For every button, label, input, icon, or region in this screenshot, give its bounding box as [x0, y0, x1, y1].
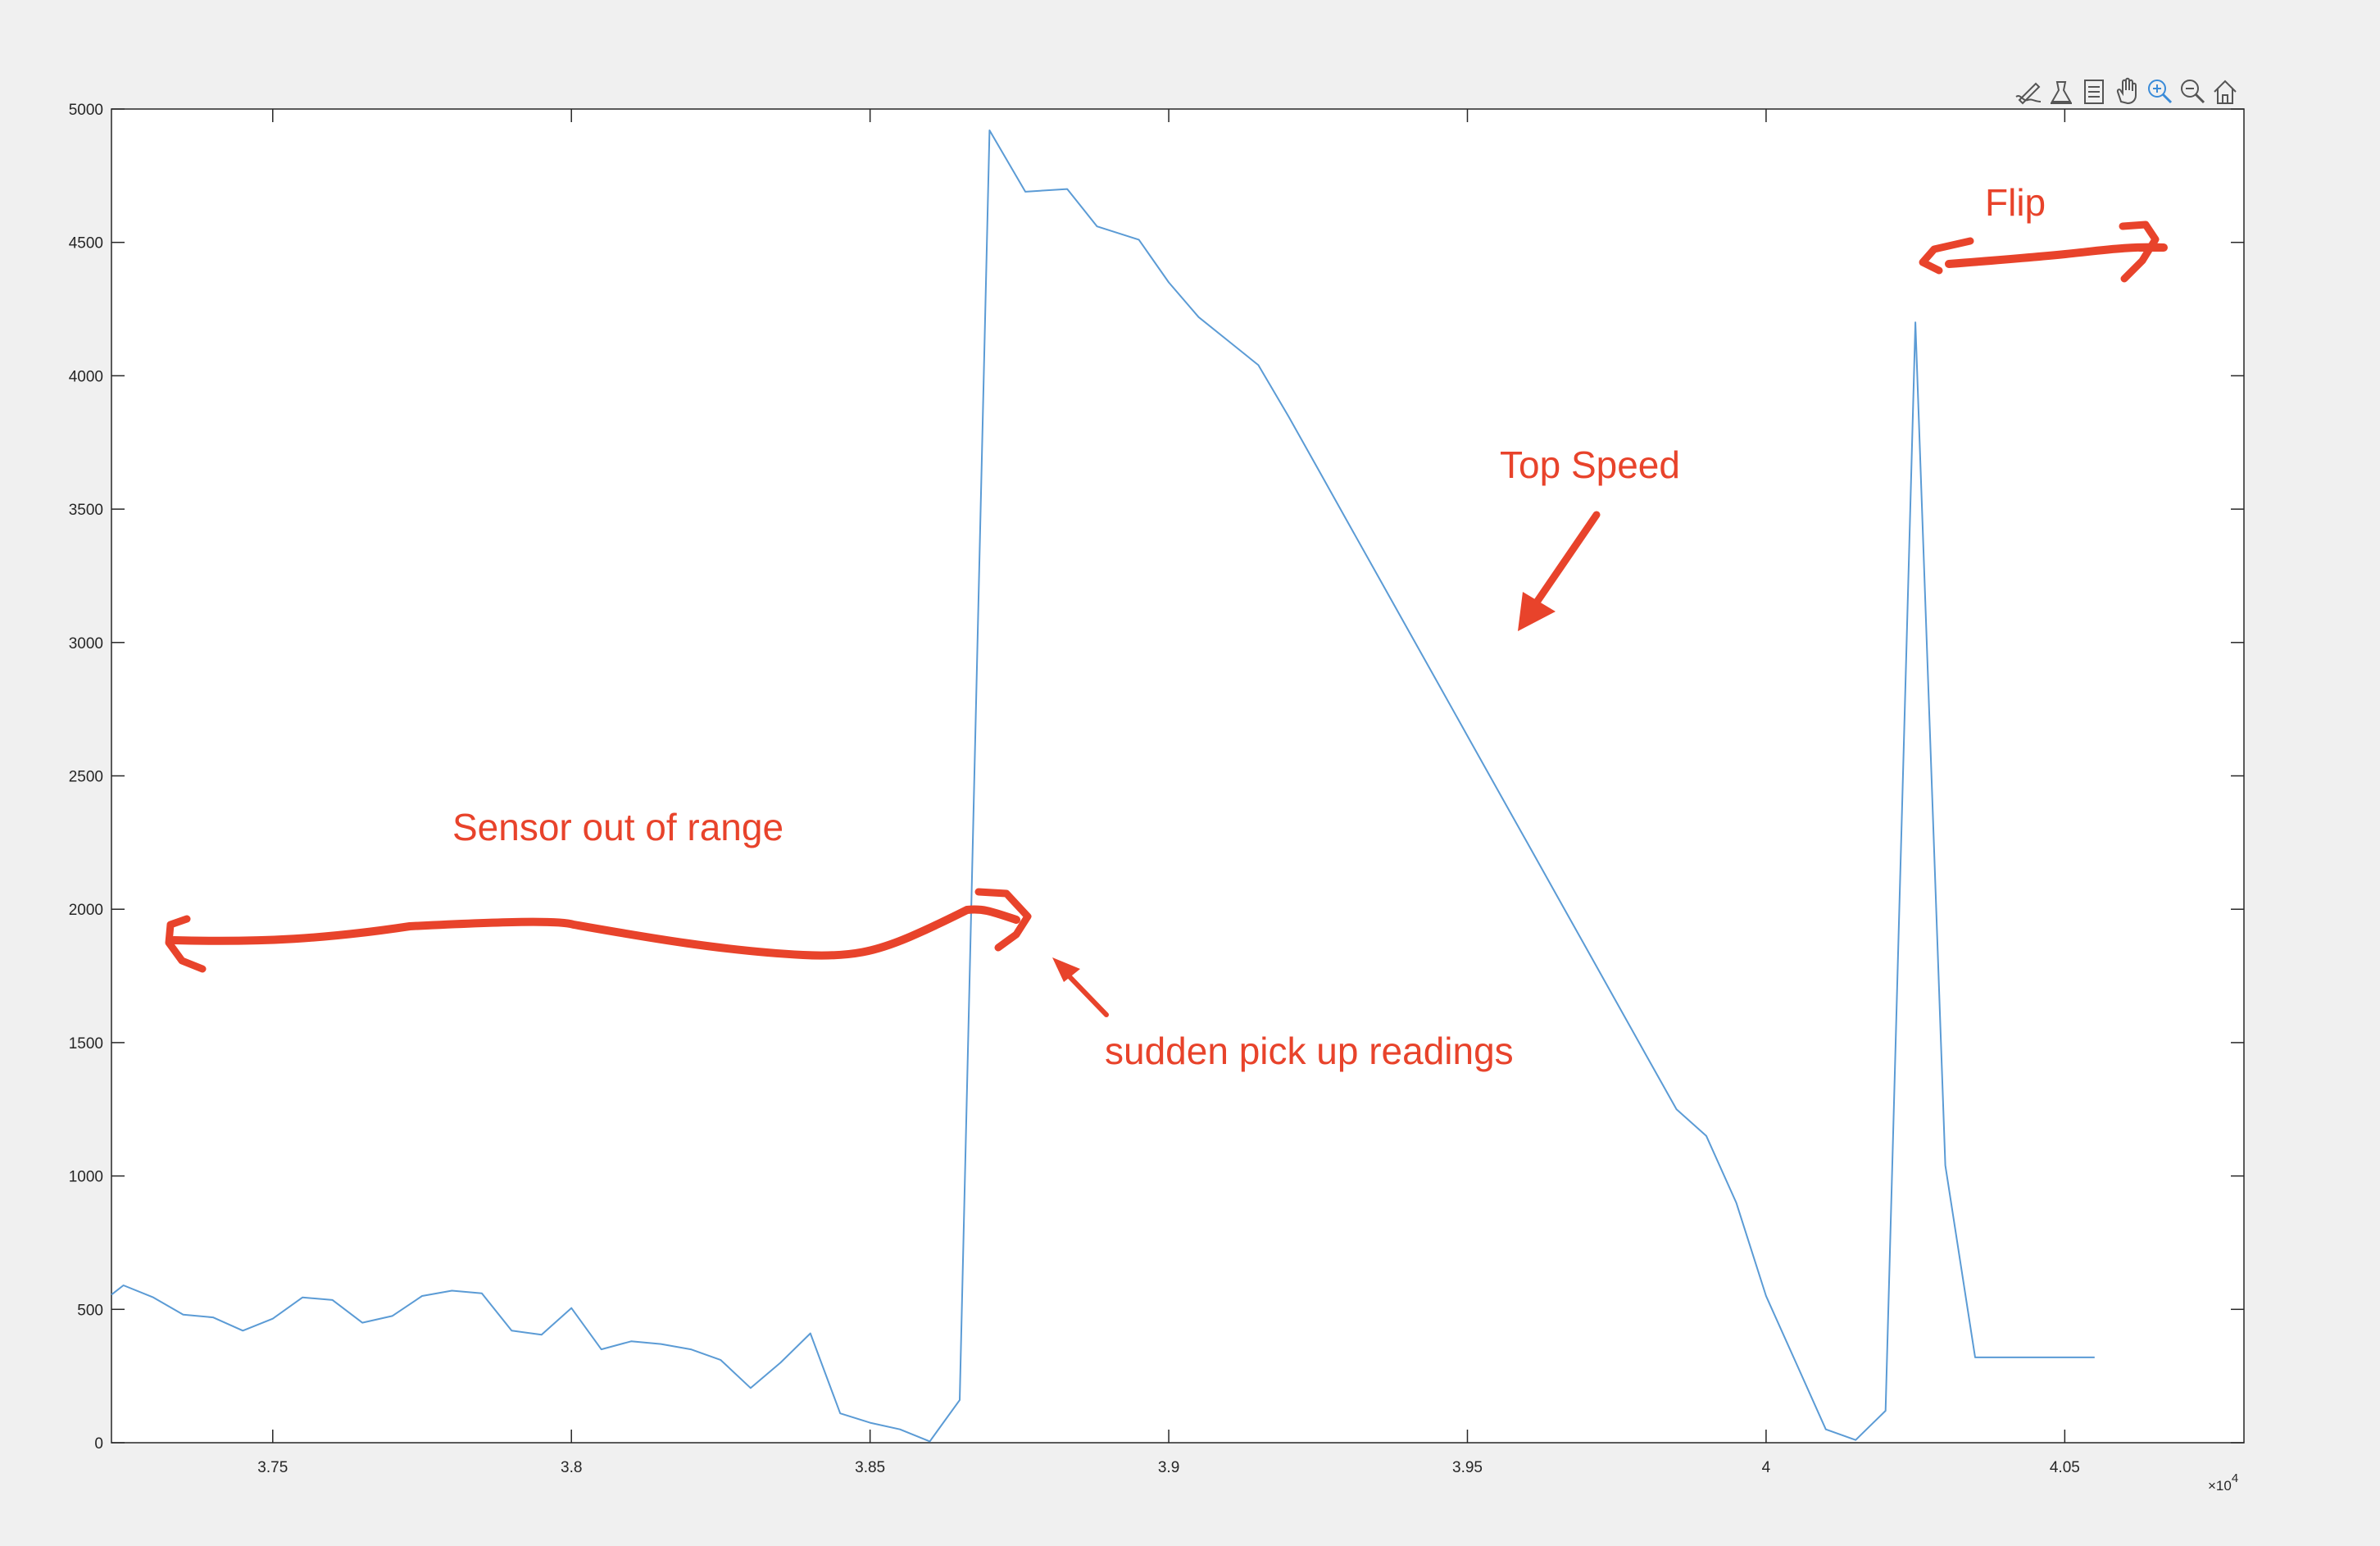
data-tips-icon [2051, 81, 2072, 104]
flip-label: Flip [1985, 181, 2046, 224]
flip-arrow-left-head [1919, 237, 1974, 275]
sudden-pickup-label: sudden pick up readings [1105, 1030, 1514, 1072]
zoom-out-icon [2181, 80, 2205, 104]
pickup-arrow-head [1052, 957, 1080, 982]
edit-plot-icon [2015, 82, 2042, 105]
lines-shape [2088, 86, 2100, 98]
y-tick-label: 2500 [69, 769, 103, 786]
brush-button[interactable] [2078, 75, 2110, 107]
sign-shape [2153, 84, 2161, 93]
data-series [111, 130, 2095, 1443]
x-tick-label: 3.8 [561, 1459, 582, 1476]
x-tick-label: 3.85 [855, 1459, 885, 1476]
brush-icon [2084, 80, 2104, 104]
annotations: Sensor out of range sudden pick up readin… [165, 181, 2168, 1072]
sensor-range-arrow-left-head [165, 915, 207, 973]
zoom-in-icon [2148, 80, 2173, 104]
pan-button[interactable] [2111, 75, 2142, 107]
y-tick-label: 500 [77, 1302, 103, 1319]
zoom-in-button[interactable] [2144, 75, 2175, 107]
lens-shape [2148, 80, 2166, 98]
series-line [111, 130, 2095, 1443]
axis-ticks: 3.75 3.8 3.85 3.9 3.95 4 4.05 0 500 1000 1500 2000 2… [69, 102, 2244, 1494]
y-tick-label: 4500 [69, 235, 103, 252]
x-tick-label: 3.95 [1452, 1459, 1483, 1476]
y-tick-label: 1000 [69, 1169, 103, 1186]
data-tips-button[interactable] [2046, 75, 2077, 107]
door-shape [2222, 94, 2228, 104]
edit-plot-button[interactable] [2013, 75, 2044, 107]
top-speed-label: Top Speed [1500, 443, 1680, 486]
home-button[interactable] [2210, 75, 2241, 107]
handle-shape [2194, 93, 2205, 104]
zoom-out-button[interactable] [2177, 75, 2208, 107]
flip-arrow-right-head [2119, 221, 2160, 283]
page-shape [2084, 80, 2104, 104]
y-tick-label: 5000 [69, 102, 103, 119]
hand-shape [2116, 77, 2137, 105]
lens-shape [2181, 80, 2199, 98]
y-tick-label: 4000 [69, 368, 103, 385]
x-tick-label: 3.75 [257, 1459, 288, 1476]
top-speed-arrow-shaft [1528, 511, 1601, 612]
pan-icon [2116, 77, 2137, 105]
flip-arrow [1945, 243, 2168, 268]
x-tick-label: 4 [1762, 1459, 1771, 1476]
top-speed-arrow-head [1518, 592, 1556, 631]
x-exponent-base: ×10 [2208, 1478, 2232, 1494]
y-tick-label: 0 [94, 1435, 103, 1453]
y-tick-label: 2000 [69, 902, 103, 919]
flask-shape [2051, 81, 2072, 102]
home-icon [2214, 80, 2237, 104]
sensor-range-arrow-right-head [974, 888, 1032, 952]
pencil-shape [2018, 82, 2041, 105]
y-tick-label: 1500 [69, 1035, 103, 1053]
sensor-range-arrow [170, 905, 1020, 960]
y-tick-label: 3500 [69, 502, 103, 519]
x-tick-label: 4.05 [2050, 1459, 2080, 1476]
y-tick-label: 3000 [69, 635, 103, 653]
x-exponent-power: 4 [2232, 1471, 2238, 1485]
axes-toolbar [2013, 75, 2241, 107]
x-exponent-label: ×104 [2208, 1471, 2238, 1494]
plot-area[interactable] [111, 108, 2245, 1444]
sensor-out-of-range-label: Sensor out of range [452, 806, 783, 848]
handle-shape [2161, 93, 2173, 104]
curve-shape [2015, 95, 2042, 102]
x-tick-label: 3.9 [1158, 1459, 1179, 1476]
